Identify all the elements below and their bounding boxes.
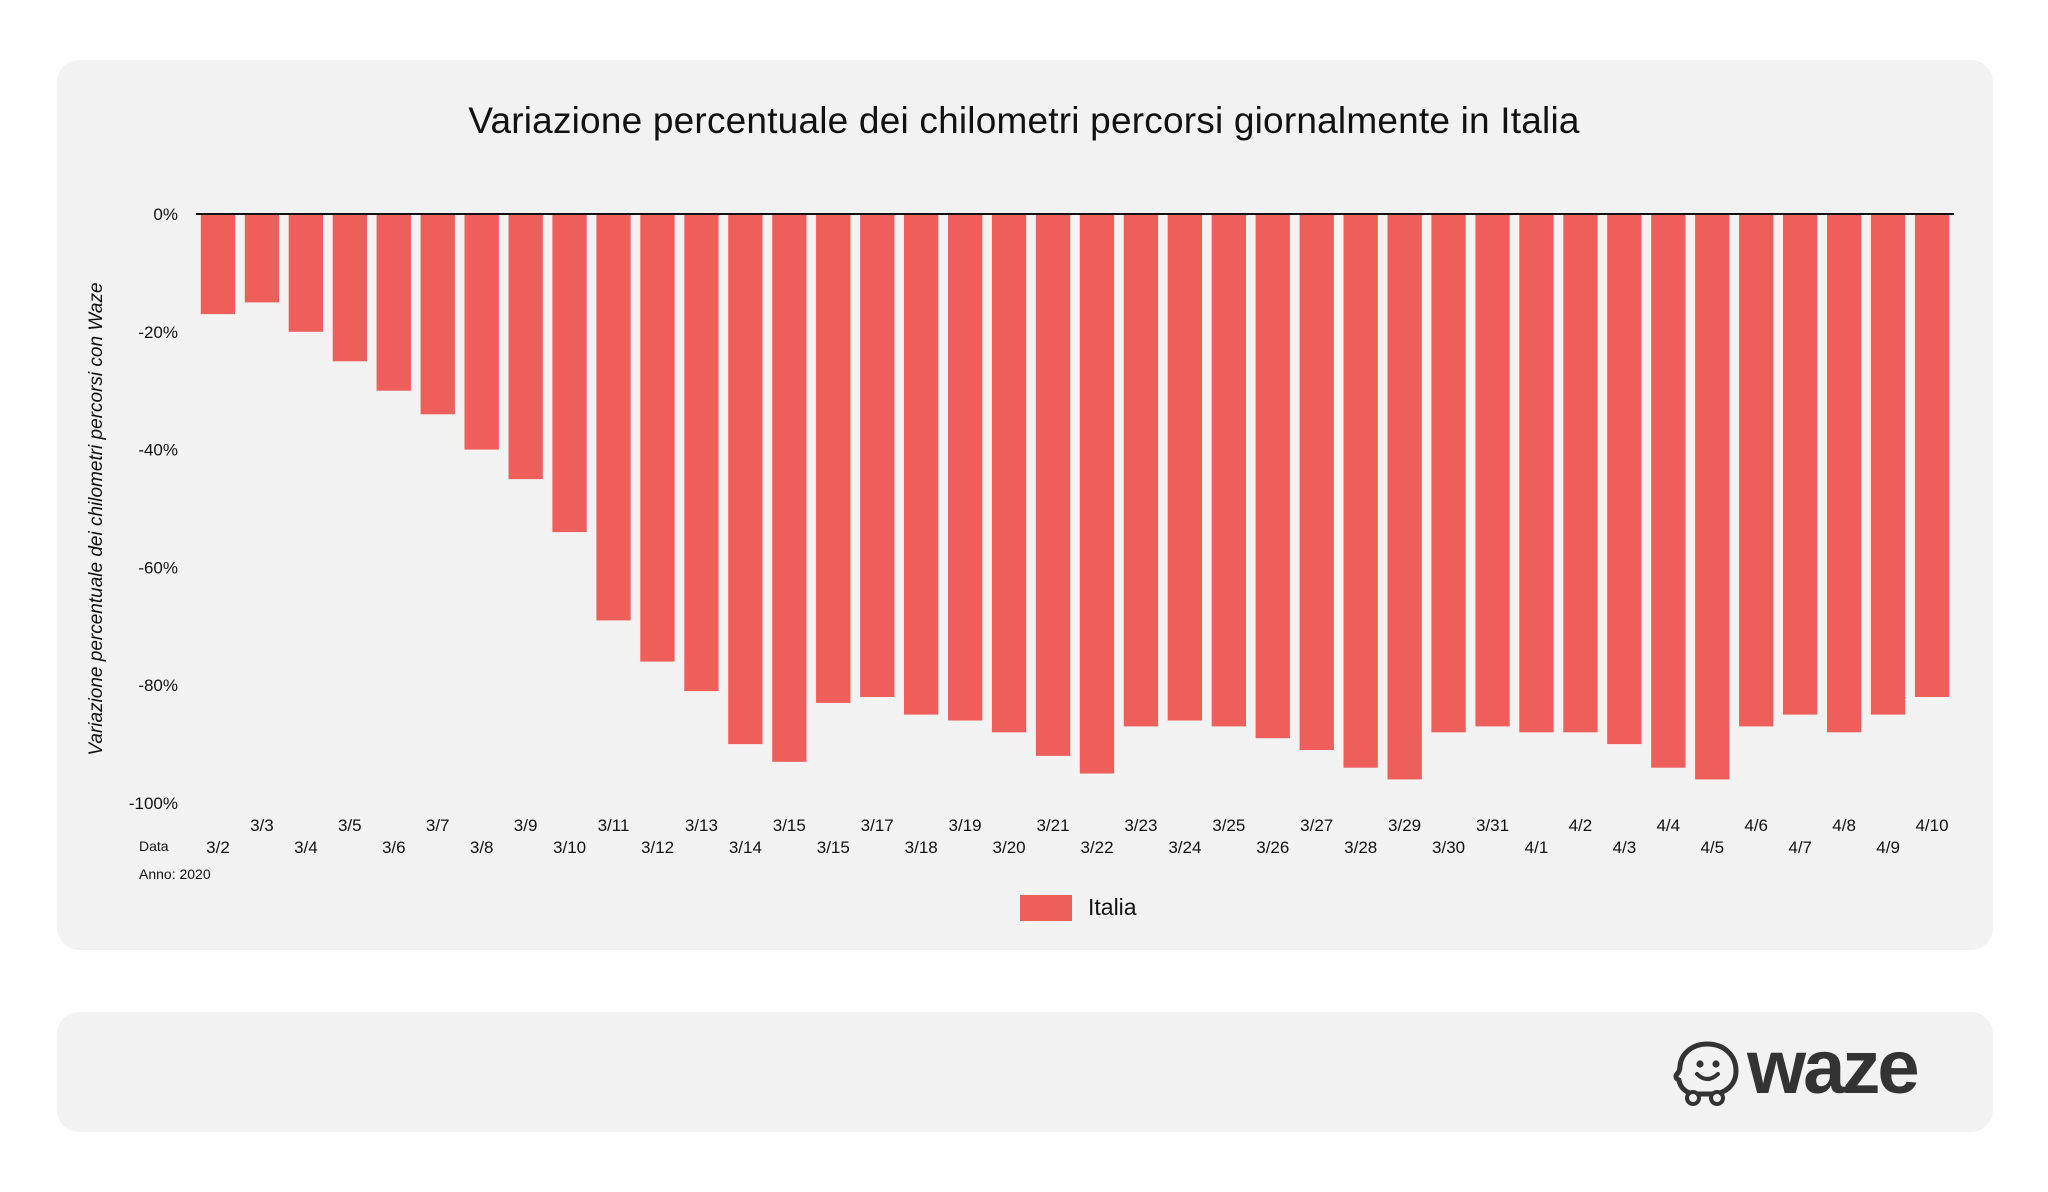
- bar-20: [1079, 214, 1115, 774]
- bar-6: [464, 214, 499, 450]
- bar-35: [1739, 214, 1774, 727]
- legend-label-italia: Italia: [1088, 894, 1137, 920]
- x-tick-label-29: 3/31: [1476, 816, 1509, 835]
- x-tick-label-9: 3/11: [598, 816, 630, 835]
- bar-33: [1651, 214, 1686, 768]
- bar-1: [244, 214, 280, 303]
- bar-30: [1519, 214, 1554, 733]
- x-tick-label-26: 3/28: [1344, 838, 1377, 857]
- bar-39: [1914, 214, 1950, 697]
- y-tick-label-4: -80%: [138, 676, 178, 695]
- bar-25: [1299, 214, 1334, 750]
- bar-32: [1607, 214, 1642, 745]
- bar-2: [288, 214, 323, 332]
- bar-0: [200, 214, 236, 315]
- bar-37: [1827, 214, 1862, 733]
- x-tick-label-7: 3/9: [514, 816, 538, 835]
- chart-title: Variazione percentuale dei chilometri pe…: [468, 100, 1580, 141]
- bar-4: [376, 214, 411, 391]
- x-tick-label-28: 3/30: [1432, 838, 1465, 857]
- bar-22: [1167, 214, 1202, 721]
- x-tick-label-37: 4/8: [1832, 816, 1856, 835]
- bar-16: [904, 214, 939, 715]
- x-tick-label-12: 3/14: [729, 838, 762, 857]
- x-tick-label-13: 3/15: [773, 816, 806, 835]
- bar-10: [640, 214, 675, 662]
- bar-38: [1870, 214, 1906, 715]
- x-tick-label-1: 3/3: [250, 816, 274, 835]
- bar-15: [860, 214, 895, 697]
- x-tick-label-16: 3/18: [905, 838, 938, 857]
- x-tick-label-22: 3/24: [1168, 838, 1201, 857]
- bar-26: [1343, 214, 1378, 768]
- y-tick-label-2: -40%: [138, 441, 178, 460]
- y-tick-label-0: 0%: [153, 205, 178, 224]
- waze-wordmark: waze: [1747, 1025, 1920, 1110]
- x-tick-label-39: 4/10: [1915, 816, 1948, 835]
- bar-17: [948, 214, 983, 721]
- x-tick-label-27: 3/29: [1388, 816, 1421, 835]
- y-tick-label-5: -100%: [129, 794, 178, 813]
- bar-11: [684, 214, 719, 692]
- x-tick-label-3: 3/5: [338, 816, 362, 835]
- bar-chart: 0% -20% -40% -60% -80% -100% 3/2 3/3 3/4 3/5 3/6 3/…: [129, 205, 1954, 857]
- x-tick-label-11: 3/13: [685, 816, 718, 835]
- x-tick-label-4: 3/6: [382, 838, 406, 857]
- bar-31: [1563, 214, 1598, 733]
- bar-36: [1783, 214, 1818, 715]
- x-tick-label-14: 3/15: [817, 838, 850, 857]
- bar-27: [1387, 214, 1422, 780]
- bar-21: [1123, 214, 1159, 727]
- bar-5: [420, 214, 455, 415]
- x-tick-label-25: 3/27: [1300, 816, 1333, 835]
- bar-12: [728, 214, 763, 745]
- x-tick-label-33: 4/4: [1656, 816, 1680, 835]
- x-tick-label-8: 3/10: [553, 838, 586, 857]
- x-tick-label-18: 3/20: [993, 838, 1026, 857]
- x-tick-label-32: 4/3: [1613, 838, 1637, 857]
- legend-swatch-italia: [1020, 895, 1072, 921]
- x-tick-label-31: 4/2: [1569, 816, 1593, 835]
- bar-34: [1695, 214, 1730, 780]
- bar-3: [332, 214, 367, 362]
- bar-24: [1255, 214, 1290, 739]
- bar-13: [772, 214, 807, 762]
- bar-18: [991, 214, 1027, 733]
- x-tick-label-30: 4/1: [1525, 838, 1549, 857]
- bar-8: [552, 214, 587, 533]
- bar-9: [596, 214, 631, 621]
- footer-card: [57, 1012, 1993, 1132]
- bar-7: [508, 214, 543, 480]
- x-tick-label-19: 3/21: [1036, 816, 1069, 835]
- bar-29: [1475, 214, 1510, 727]
- x-tick-label-5: 3/7: [426, 816, 450, 835]
- x-tick-label-15: 3/17: [861, 816, 894, 835]
- x-tick-label-6: 3/8: [470, 838, 494, 857]
- x-tick-label-0: 3/2: [206, 838, 230, 857]
- x-axis-label: Data: [139, 838, 169, 854]
- y-tick-label-1: -20%: [138, 323, 178, 342]
- x-tick-label-2: 3/4: [294, 838, 318, 857]
- x-tick-label-24: 3/26: [1256, 838, 1289, 857]
- bar-14: [816, 214, 851, 703]
- x-tick-label-17: 3/19: [949, 816, 982, 835]
- x-tick-label-38: 4/9: [1876, 838, 1900, 857]
- waze-logo: waze: [1672, 1025, 1962, 1120]
- x-tick-label-21: 3/23: [1124, 816, 1157, 835]
- x-tick-label-20: 3/22: [1080, 838, 1113, 857]
- y-tick-label-3: -60%: [138, 558, 178, 577]
- x-tick-label-34: 4/5: [1700, 838, 1724, 857]
- x-tick-label-35: 4/6: [1744, 816, 1768, 835]
- year-note: Anno: 2020: [139, 866, 211, 882]
- x-tick-label-10: 3/12: [641, 838, 674, 857]
- bar-19: [1035, 214, 1071, 756]
- waze-smiley-icon: [1673, 1041, 1739, 1106]
- bar-28: [1431, 214, 1466, 733]
- x-tick-label-23: 3/25: [1212, 816, 1245, 835]
- x-tick-label-36: 4/7: [1788, 838, 1812, 857]
- bar-23: [1211, 214, 1246, 727]
